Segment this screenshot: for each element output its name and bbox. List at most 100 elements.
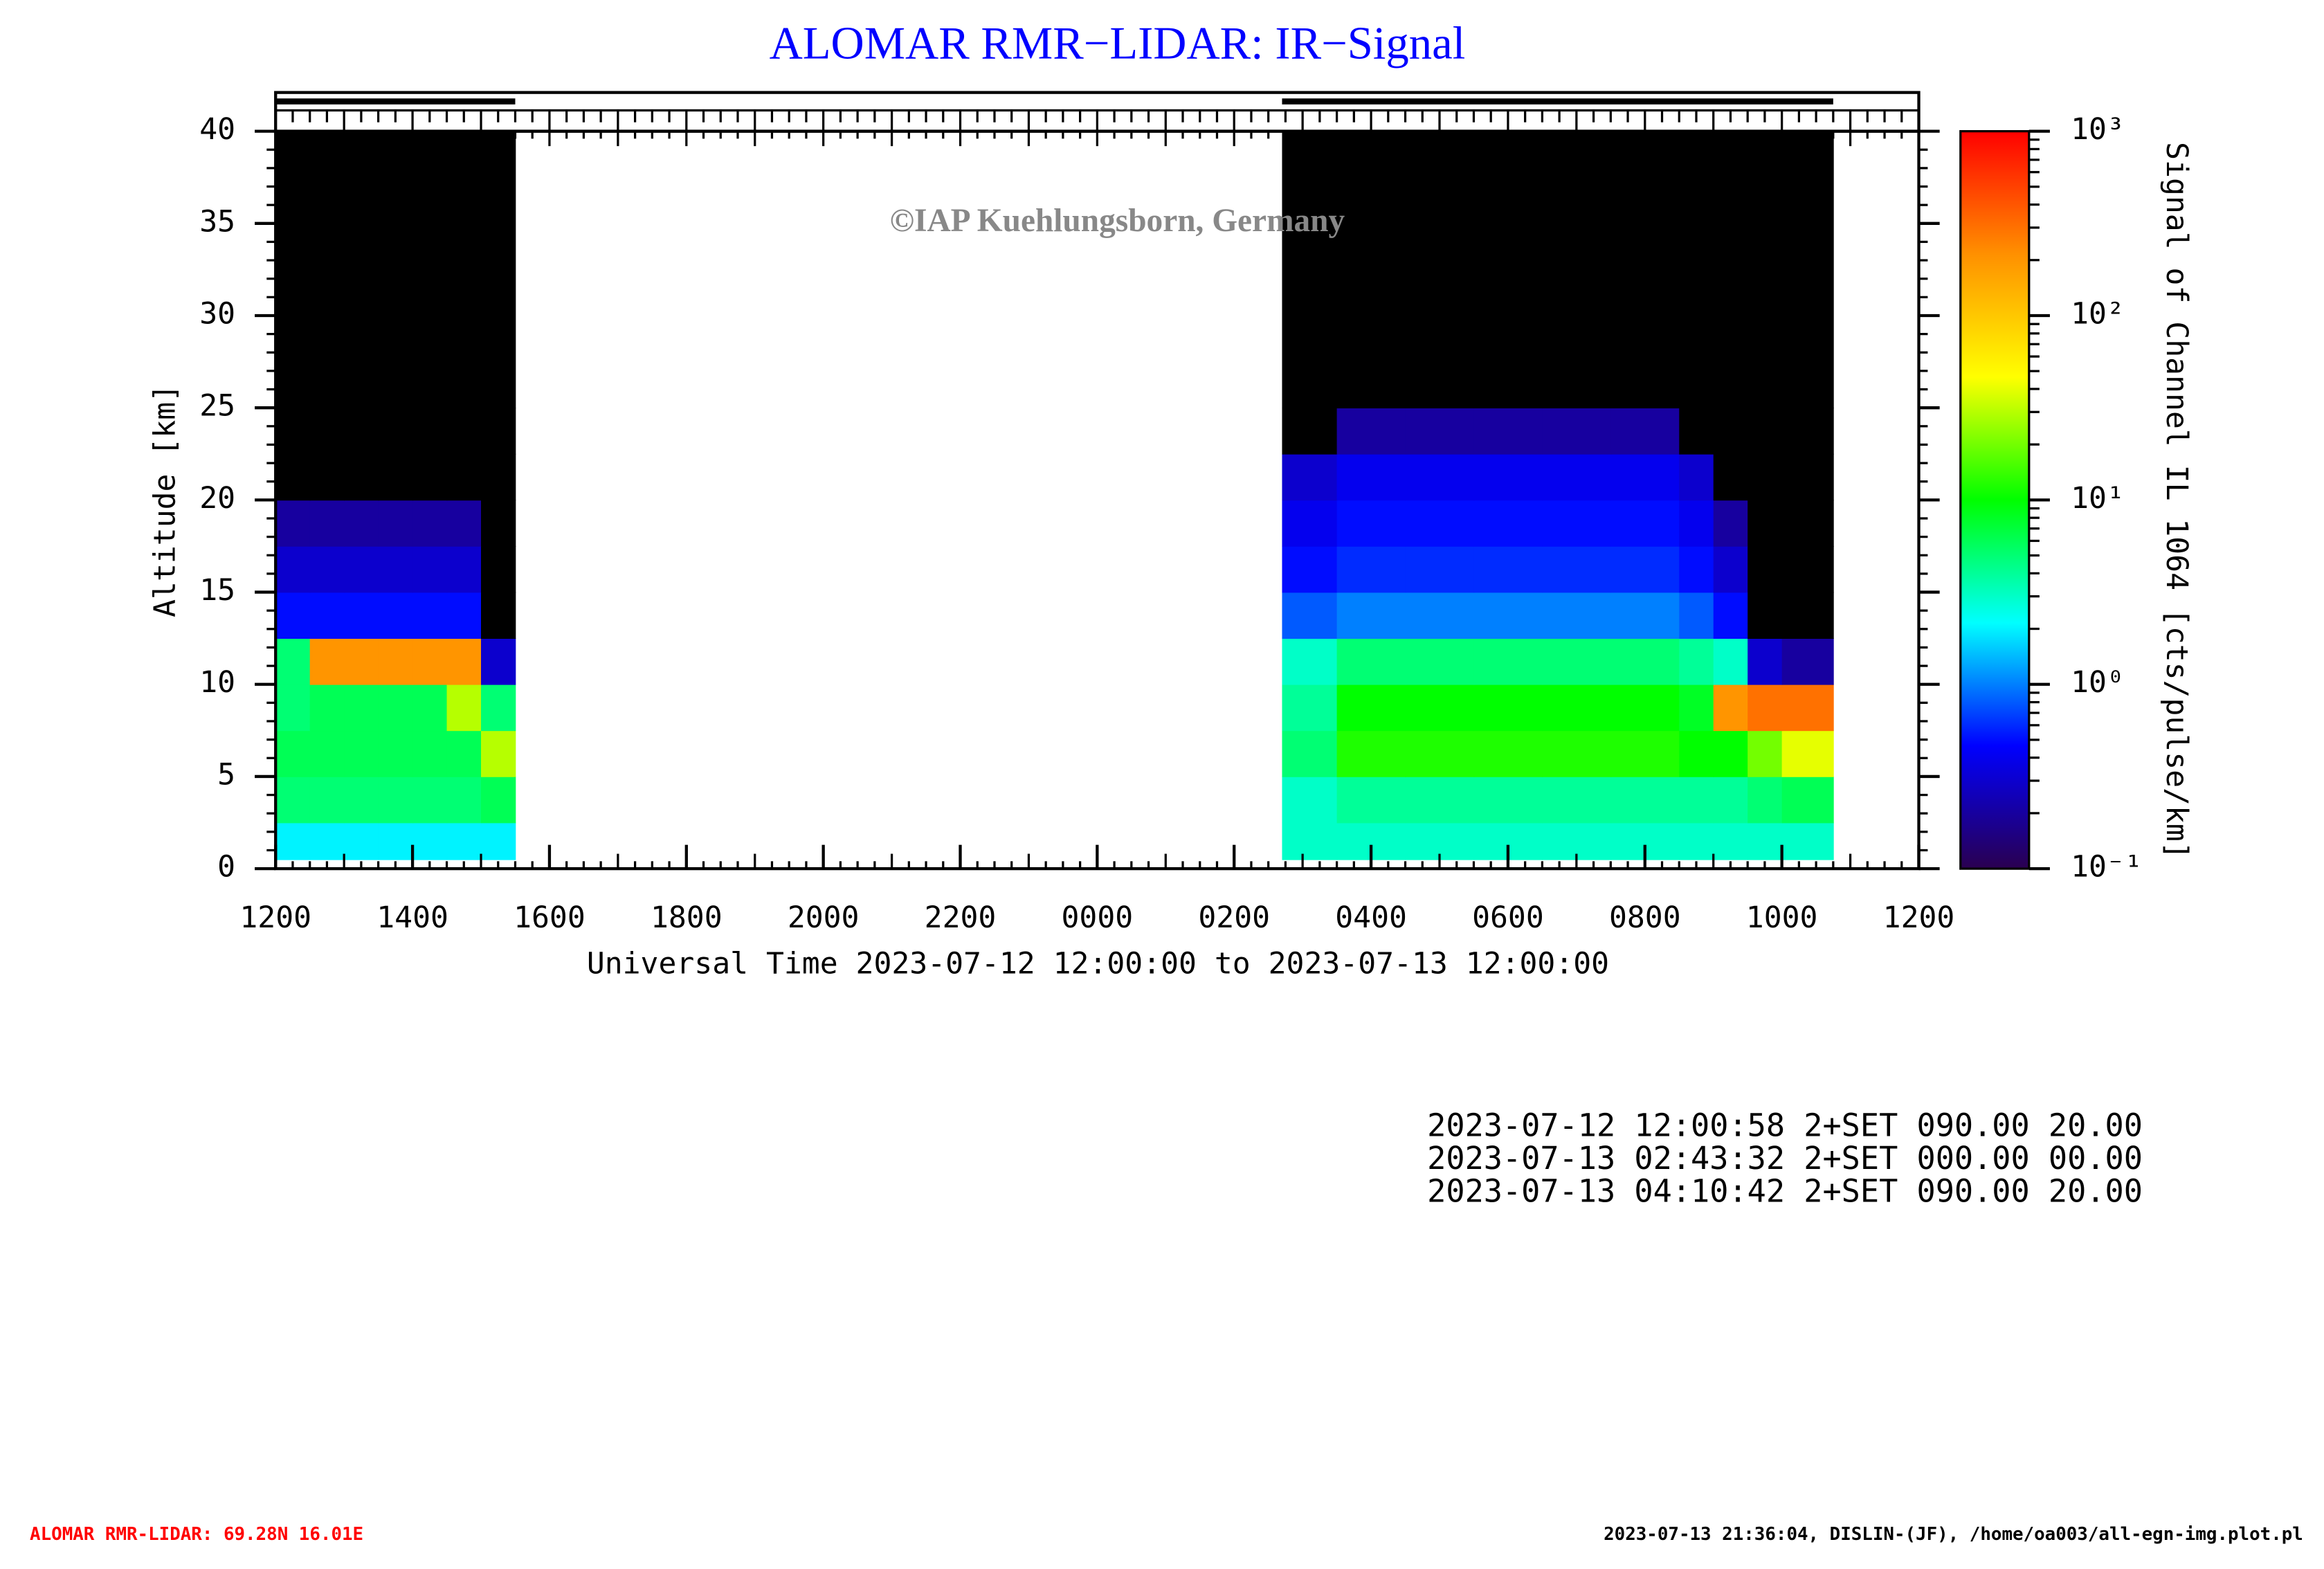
- colorbar-label: Signal of Channel IL 1064 [cts/pulse/km]: [2159, 142, 2194, 860]
- heat-cell: [1713, 638, 1749, 685]
- heat-cell: [481, 500, 516, 547]
- heat-cell: [1747, 545, 1783, 593]
- x-tick-label: 2200: [925, 900, 997, 935]
- heat-cell: [309, 684, 345, 732]
- y-tick-label: 25: [199, 389, 235, 424]
- heat-cell: [1781, 822, 1834, 860]
- heat-cell: [412, 684, 448, 732]
- heat-cell: [1473, 730, 1543, 777]
- y-tick-label: 20: [199, 481, 235, 516]
- heat-cell: [412, 730, 448, 777]
- heat-cell: [412, 131, 448, 409]
- heat-cell: [412, 592, 448, 640]
- info-line: 2023-07-13 04:10:42 2+SET 090.00 20.00: [1427, 1172, 2143, 1209]
- heat-cell: [275, 638, 311, 685]
- colorbar-tick-label: 10⁻¹: [2071, 850, 2143, 885]
- colorbar: [1959, 129, 2031, 870]
- footer-left: ALOMAR RMR-LIDAR: 69.28N 16.01E: [30, 1524, 363, 1545]
- heat-cell: [309, 408, 345, 455]
- heat-cell: [378, 776, 413, 824]
- heat-cell: [1747, 730, 1783, 777]
- heat-cell: [1282, 730, 1338, 777]
- heat-cell: [1405, 592, 1475, 640]
- colorbar-tick-label: 10³: [2071, 112, 2125, 147]
- x-tick-label: 0800: [1609, 900, 1681, 935]
- heat-cell: [344, 592, 379, 640]
- heat-cell: [1610, 408, 1680, 455]
- heat-cell: [1610, 545, 1680, 593]
- heat-cell: [1747, 822, 1783, 860]
- heat-cell: [1713, 500, 1749, 547]
- heat-cell: [1747, 131, 1783, 409]
- heat-cell: [1336, 131, 1406, 409]
- heat-cell: [1405, 638, 1475, 685]
- heat-cell: [1473, 684, 1543, 732]
- colorbar-tick-label: 10¹: [2071, 481, 2125, 516]
- x-tick-label: 1200: [239, 900, 311, 935]
- heat-cell: [1713, 592, 1749, 640]
- heat-cell: [309, 131, 345, 409]
- x-tick-label: 1000: [1746, 900, 1818, 935]
- heat-cell: [1542, 592, 1612, 640]
- heat-cell: [378, 592, 413, 640]
- heat-cell: [481, 822, 516, 860]
- heat-cell: [1405, 453, 1475, 501]
- heat-cell: [412, 638, 448, 685]
- heat-cell: [1282, 684, 1338, 732]
- heat-cell: [344, 131, 379, 409]
- heat-cell: [1473, 592, 1543, 640]
- heat-cell: [1713, 776, 1749, 824]
- heat-cell: [1781, 545, 1834, 593]
- heat-cell: [275, 776, 311, 824]
- heat-cell: [1542, 408, 1612, 455]
- heat-cell: [275, 545, 311, 593]
- heat-cell: [309, 592, 345, 640]
- heat-cell: [446, 730, 482, 777]
- heat-cell: [1781, 638, 1834, 685]
- heat-cell: [1747, 500, 1783, 547]
- heat-cell: [1542, 453, 1612, 501]
- heat-cell: [1336, 684, 1406, 732]
- heat-cell: [1405, 500, 1475, 547]
- heat-cell: [446, 776, 482, 824]
- heat-cell: [1473, 453, 1543, 501]
- heat-cell: [1336, 408, 1406, 455]
- y-tick-label: 35: [199, 204, 235, 239]
- heat-cell: [481, 545, 516, 593]
- axes: 1200 1400 1600 1800 2000 2200 0000 0200 0400 0600…: [199, 91, 2143, 935]
- x-tick-label: 1600: [514, 900, 585, 935]
- heat-cell: [1282, 453, 1338, 501]
- heatmap: [275, 131, 1834, 860]
- heat-cell: [309, 822, 345, 860]
- heat-cell: [378, 131, 413, 409]
- heat-cell: [1713, 730, 1749, 777]
- heat-cell: [446, 822, 482, 860]
- heat-cell: [1610, 453, 1680, 501]
- heat-cell: [1473, 545, 1543, 593]
- x-tick-label: 1800: [651, 900, 723, 935]
- heat-cell: [378, 638, 413, 685]
- heat-cell: [446, 638, 482, 685]
- heat-cell: [1747, 638, 1783, 685]
- y-axis-label: Altitude [km]: [148, 384, 183, 617]
- heat-cell: [1282, 545, 1338, 593]
- heat-cell: [378, 453, 413, 501]
- heat-cell: [1679, 592, 1714, 640]
- heat-cell: [481, 453, 516, 501]
- heat-cell: [446, 131, 482, 409]
- heat-cell: [481, 408, 516, 455]
- colorbar-tick-label: 10⁰: [2071, 665, 2125, 700]
- heat-cell: [1610, 638, 1680, 685]
- heat-cell: [344, 408, 379, 455]
- heat-cell: [1713, 822, 1749, 860]
- heat-cell: [1610, 684, 1680, 732]
- heat-cell: [275, 730, 311, 777]
- heat-cell: [344, 453, 379, 501]
- heat-cell: [412, 822, 448, 860]
- heat-cell: [1679, 776, 1714, 824]
- info-line: 2023-07-12 12:00:58 2+SET 090.00 20.00: [1427, 1107, 2143, 1144]
- heat-cell: [378, 408, 413, 455]
- colorbar-tick-label: 10²: [2071, 296, 2125, 331]
- heat-cell: [344, 500, 379, 547]
- heat-cell: [481, 592, 516, 640]
